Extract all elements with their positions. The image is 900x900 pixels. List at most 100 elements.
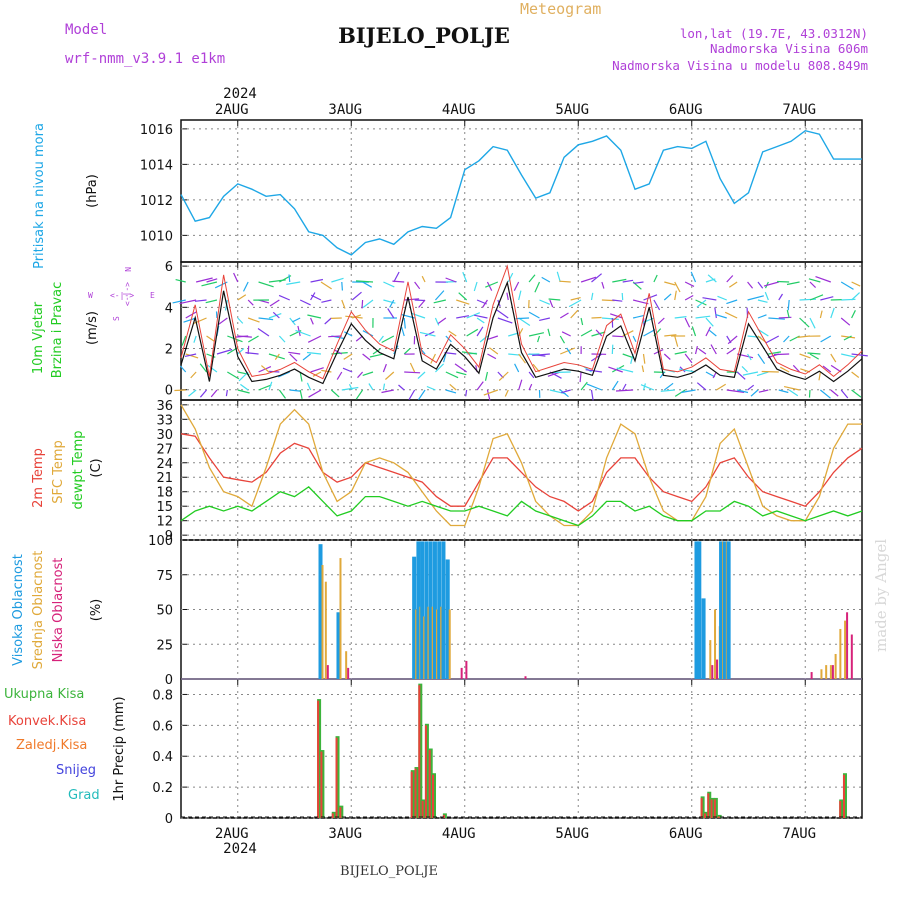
wind-arrow [513, 281, 520, 291]
wind-arrow [712, 371, 717, 379]
wind-arrow [361, 299, 364, 309]
wind-arrow [786, 281, 800, 286]
temp-lines [180, 404, 863, 527]
wind-arrow [559, 312, 569, 319]
conv-precip-bar-11 [432, 774, 435, 818]
wind-arrow [601, 281, 605, 289]
wind-arrow [179, 299, 197, 305]
hail-label: Grad [68, 788, 100, 803]
wind-arrow [217, 317, 228, 326]
wind-arrow [830, 364, 842, 373]
wind-arrow [612, 278, 627, 283]
mid-cloud-bar-14 [448, 609, 451, 679]
wind-arrow [560, 347, 576, 355]
wind-arrow [289, 389, 301, 392]
wind-title-line1: 10m Vjetar [31, 301, 46, 374]
wind-arrow [549, 389, 566, 395]
ytick-label-2-7: 30 [156, 428, 173, 443]
high-cloud-bar-7 [416, 541, 421, 679]
wind-arrow [321, 299, 332, 303]
low-cloud-bar-33 [846, 612, 849, 679]
wind-arrow [398, 384, 405, 391]
wind-arrow [747, 353, 752, 361]
wind-arrow [278, 371, 291, 378]
wind-arrow [717, 295, 727, 301]
wind-arrow [207, 364, 218, 373]
wind-arrow [768, 351, 781, 355]
high-cloud-bar-11 [432, 541, 437, 679]
ytick-label-4-3: 0.6 [152, 719, 173, 734]
wind-arrow [385, 371, 395, 380]
wind-arrow [765, 335, 780, 344]
wind-arrow [496, 309, 509, 319]
mid-cloud-bar-32 [839, 628, 842, 679]
wind-arrow [534, 281, 541, 293]
wind-arrow [632, 315, 644, 319]
wind-arrow [561, 331, 571, 337]
wind-compass: W E N S <-|-> <-|-> [88, 267, 155, 321]
high-cloud-bar-13 [441, 541, 446, 679]
wind-arrow [382, 363, 387, 373]
wind-arrow [653, 299, 661, 311]
wind-arrow [344, 331, 353, 337]
wind-arrow [392, 280, 405, 283]
wind-arrow [756, 371, 769, 377]
wind-arrow [601, 317, 619, 320]
wind-arrow [458, 292, 468, 301]
wind-arrow [484, 371, 489, 381]
compass-north: N [123, 267, 132, 272]
wind-arrow [780, 366, 790, 373]
wind-arrow [297, 325, 301, 337]
ytick-label-2-9: 36 [156, 399, 173, 414]
panel-frames [180, 119, 863, 819]
wind-arrow [435, 363, 445, 373]
high-cloud-bar-18 [694, 541, 699, 679]
wind-arrow [487, 353, 497, 360]
pressure-unit-label: (hPa) [85, 174, 100, 208]
wind-arrow [426, 385, 436, 391]
wind-arrow [612, 335, 624, 338]
wind-arrow [261, 365, 270, 373]
wind-arrow [807, 352, 821, 355]
wind-arrow [336, 371, 343, 380]
top-year: 2024 [223, 86, 257, 102]
low-cloud-label: Niska Oblacnost [51, 558, 66, 663]
wind-arrow [808, 278, 821, 283]
compass-arrow-horizontal: <-|-> [110, 291, 134, 300]
wind-arrow [674, 351, 687, 355]
wind-arrow [595, 329, 603, 337]
wind-arrow [615, 389, 634, 392]
ytick-label-2-6: 27 [156, 442, 173, 457]
meteogram-label: Meteogram [520, 0, 601, 18]
temp-series-2 [180, 486, 863, 527]
footer-station: BIJELO_POLJE [340, 864, 438, 879]
ytick-label-1-2: 4 [165, 301, 173, 316]
mid-cloud-bar-8 [423, 616, 426, 679]
wind-arrow [299, 389, 303, 400]
ytick-label-0-1: 1012 [140, 194, 173, 209]
top-day-3: 5AUG [555, 102, 589, 118]
high-cloud-bar-10 [428, 541, 433, 679]
wind-arrow [726, 347, 737, 355]
bottom-day-5: 7AUG [782, 826, 816, 842]
temperature-panel: 2m Temp SFC Temp dewpt Temp (C) 91215182… [31, 399, 863, 544]
wind-arrow [786, 309, 790, 319]
wind-arrow [242, 281, 249, 292]
mid-cloud-bar-31 [834, 653, 837, 679]
wind-arrow [258, 384, 272, 391]
compass-east: E [150, 291, 155, 300]
wind-arrow [710, 344, 717, 355]
wind-arrow [761, 370, 779, 373]
wind-arrow [778, 389, 789, 394]
wind-arrow [815, 276, 831, 283]
wind-arrow [269, 299, 280, 307]
wind-arrow [532, 353, 550, 357]
lonlat-text: lon,lat (19.7E, 43.0312N) [680, 26, 868, 41]
wind-arrow [724, 311, 738, 319]
wind-arrow [830, 353, 837, 363]
wind-arrow [674, 389, 686, 397]
wind-arrow [819, 310, 823, 319]
ytick-label-4-1: 0.2 [152, 781, 173, 796]
wind-arrow [758, 389, 769, 393]
ytick-label-2-5: 24 [156, 457, 173, 472]
